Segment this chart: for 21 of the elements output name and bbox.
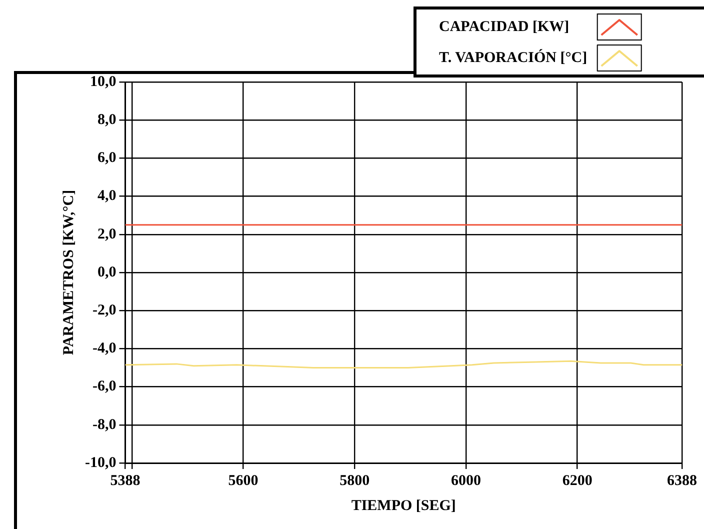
y-tick-label: -4,0 [92,340,116,357]
y-tick-label: 8,0 [97,112,116,128]
legend-label: CAPACIDAD [KW] [439,18,570,35]
y-tick-label: 6,0 [97,150,116,166]
x-tick-label: 6388 [667,472,697,489]
y-tick-label: -10,0 [84,454,116,471]
x-tick-label: 5600 [228,472,258,489]
x-tick-label: 5388 [110,472,140,489]
x-axis-title: TIEMPO [SEG] [351,498,456,514]
y-tick-label: 2,0 [97,226,116,242]
x-tick-label: 5800 [340,472,370,489]
y-axis-title: PARAMETROS [KW,°C] [60,190,77,356]
y-tick-label: 0,0 [97,264,116,280]
y-tick-label: -8,0 [92,416,116,433]
y-tick-label: 4,0 [97,188,116,204]
y-tick-label: 10,0 [90,74,116,90]
legend-label: T. VAPORACIÓN [°C] [439,48,588,66]
x-tick-label: 6200 [562,472,592,489]
y-tick-label: -2,0 [92,302,116,318]
x-tick-label: 6000 [450,472,481,489]
y-tick-label: -6,0 [92,378,116,395]
